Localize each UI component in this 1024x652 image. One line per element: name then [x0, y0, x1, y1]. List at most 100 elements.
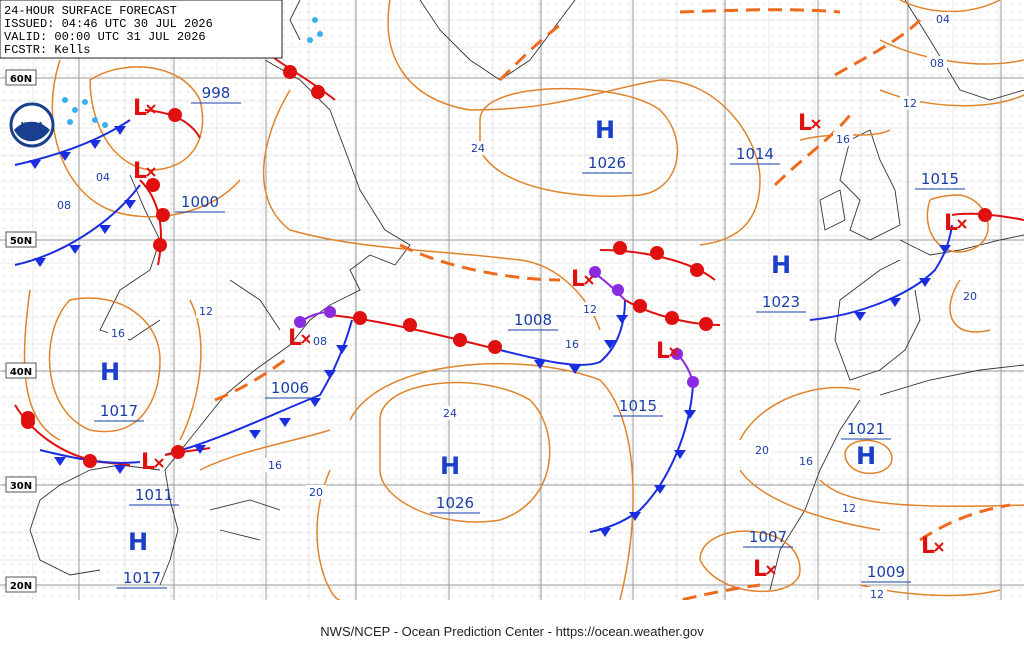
cold-front-barb	[684, 410, 696, 419]
warm-front-bump	[146, 178, 160, 192]
isobar-label: 16	[111, 327, 125, 340]
noaa-logo: NOAA	[9, 102, 55, 148]
occluded-front-bump	[589, 266, 601, 278]
isobar-label-bg	[867, 587, 887, 601]
low-pressure: 1014	[736, 145, 774, 163]
header-line: ISSUED: 04:46 UTC 30 JUL 2026	[4, 17, 213, 31]
lat-label: 50N	[10, 236, 32, 247]
lat-label: 40N	[10, 367, 32, 378]
isobar-label: 12	[583, 303, 597, 316]
isobar-label: 20	[963, 290, 977, 303]
cold-front-barb	[114, 126, 126, 135]
warm-front-bump	[283, 65, 297, 79]
logo-text: NOAA	[21, 121, 44, 129]
isobar-label-bg	[265, 458, 285, 472]
lat-label-box	[5, 476, 37, 493]
low-symbol: L	[798, 111, 812, 136]
lat-label-box	[5, 576, 37, 593]
low-pressure: 1015	[619, 397, 657, 415]
cold-front-barb	[99, 225, 111, 234]
isobar-label-bg	[833, 132, 853, 146]
warm-front-bump	[153, 238, 167, 252]
isobar-label: 12	[842, 502, 856, 515]
isobar-label: 04	[96, 171, 110, 184]
isobar-label: 12	[870, 588, 884, 601]
cold-front-barb	[69, 245, 81, 254]
lat-label: 20N	[10, 581, 32, 592]
footer-bg	[0, 600, 1024, 652]
header-frame	[0, 0, 283, 59]
low-pressure: 1006	[271, 379, 309, 397]
warm-front-bump	[690, 263, 704, 277]
cold-front-barb	[616, 315, 628, 324]
cold-front-barb	[919, 278, 931, 287]
low-symbol: L	[753, 557, 767, 582]
low-pressure: 1009	[867, 563, 905, 581]
low-pressure: 1011	[135, 486, 173, 504]
cold-front-barb	[854, 312, 866, 321]
isobar-label: 08	[313, 335, 327, 348]
cold-front-barb	[654, 485, 666, 494]
high-pressure: 1026	[588, 154, 626, 172]
low-center-x	[146, 104, 156, 114]
cold-front-barb	[34, 258, 46, 267]
high-pressure: 1017	[100, 402, 138, 420]
isobar-label-bg	[900, 96, 920, 110]
cold-front-barb	[599, 528, 611, 537]
header-line: FCSTR: Kells	[4, 43, 90, 57]
lat-label-box	[5, 231, 37, 248]
header-line: VALID: 00:00 UTC 31 JUL 2026	[4, 30, 206, 44]
low-symbol: L	[133, 96, 147, 121]
occluded-front-bump	[324, 306, 336, 318]
isobar-label: 16	[565, 338, 579, 351]
high-symbol: H	[856, 442, 876, 470]
low-pressure: 1015	[921, 170, 959, 188]
warm-front-bump	[311, 85, 325, 99]
ice-markers	[62, 17, 323, 128]
isobar-label-bg	[933, 12, 953, 26]
high-pressure: 1021	[847, 420, 885, 438]
lat-label-box	[5, 362, 37, 379]
isobar-label: 24	[471, 142, 485, 155]
low-center-x	[669, 347, 679, 357]
cold-front-barb	[324, 370, 336, 379]
cold-front-barb	[54, 457, 66, 466]
cold-front-barb	[114, 465, 126, 474]
occluded-front-bump	[612, 284, 624, 296]
header-box: 24-HOUR SURFACE FORECAST ISSUED: 04:46 U…	[0, 0, 283, 59]
occluded-front-bump	[294, 316, 306, 328]
cold-front-barb	[89, 140, 101, 149]
high-pressure: 1017	[123, 569, 161, 587]
cold-front-barb	[29, 160, 41, 169]
front-symbols	[21, 65, 992, 537]
low-center-x	[957, 219, 967, 229]
footer: NWS/NCEP - Ocean Prediction Center - htt…	[320, 624, 704, 639]
cold-front-barb	[194, 445, 206, 454]
warm-front-bump	[168, 108, 182, 122]
cold-front-barb	[604, 340, 616, 349]
low-pressure: 1007	[749, 528, 787, 546]
isobar-label-bg	[839, 501, 859, 515]
low-symbol: L	[571, 267, 585, 292]
isobar-label-bg	[196, 304, 216, 318]
warm-front-bump	[171, 445, 185, 459]
warm-front-bump	[403, 318, 417, 332]
isobar-label: 08	[57, 199, 71, 212]
warm-front-bump	[488, 340, 502, 354]
cold-front-barb	[939, 245, 951, 254]
cold-front-barb	[674, 450, 686, 459]
cold-front-barb	[629, 512, 641, 521]
isobar-label: 16	[799, 455, 813, 468]
isobar-label: 24	[443, 407, 457, 420]
cold-front-barb	[249, 430, 261, 439]
lat-label: 60N	[10, 74, 32, 85]
low-symbol: L	[133, 159, 147, 184]
high-symbol: H	[100, 358, 120, 386]
cold-front-barb	[279, 418, 291, 427]
isobar-label: 16	[268, 459, 282, 472]
isobar-label: 12	[903, 97, 917, 110]
isobar-label-bg	[468, 141, 488, 155]
warm-front-bump	[156, 208, 170, 222]
isobar-label: 08	[930, 57, 944, 70]
